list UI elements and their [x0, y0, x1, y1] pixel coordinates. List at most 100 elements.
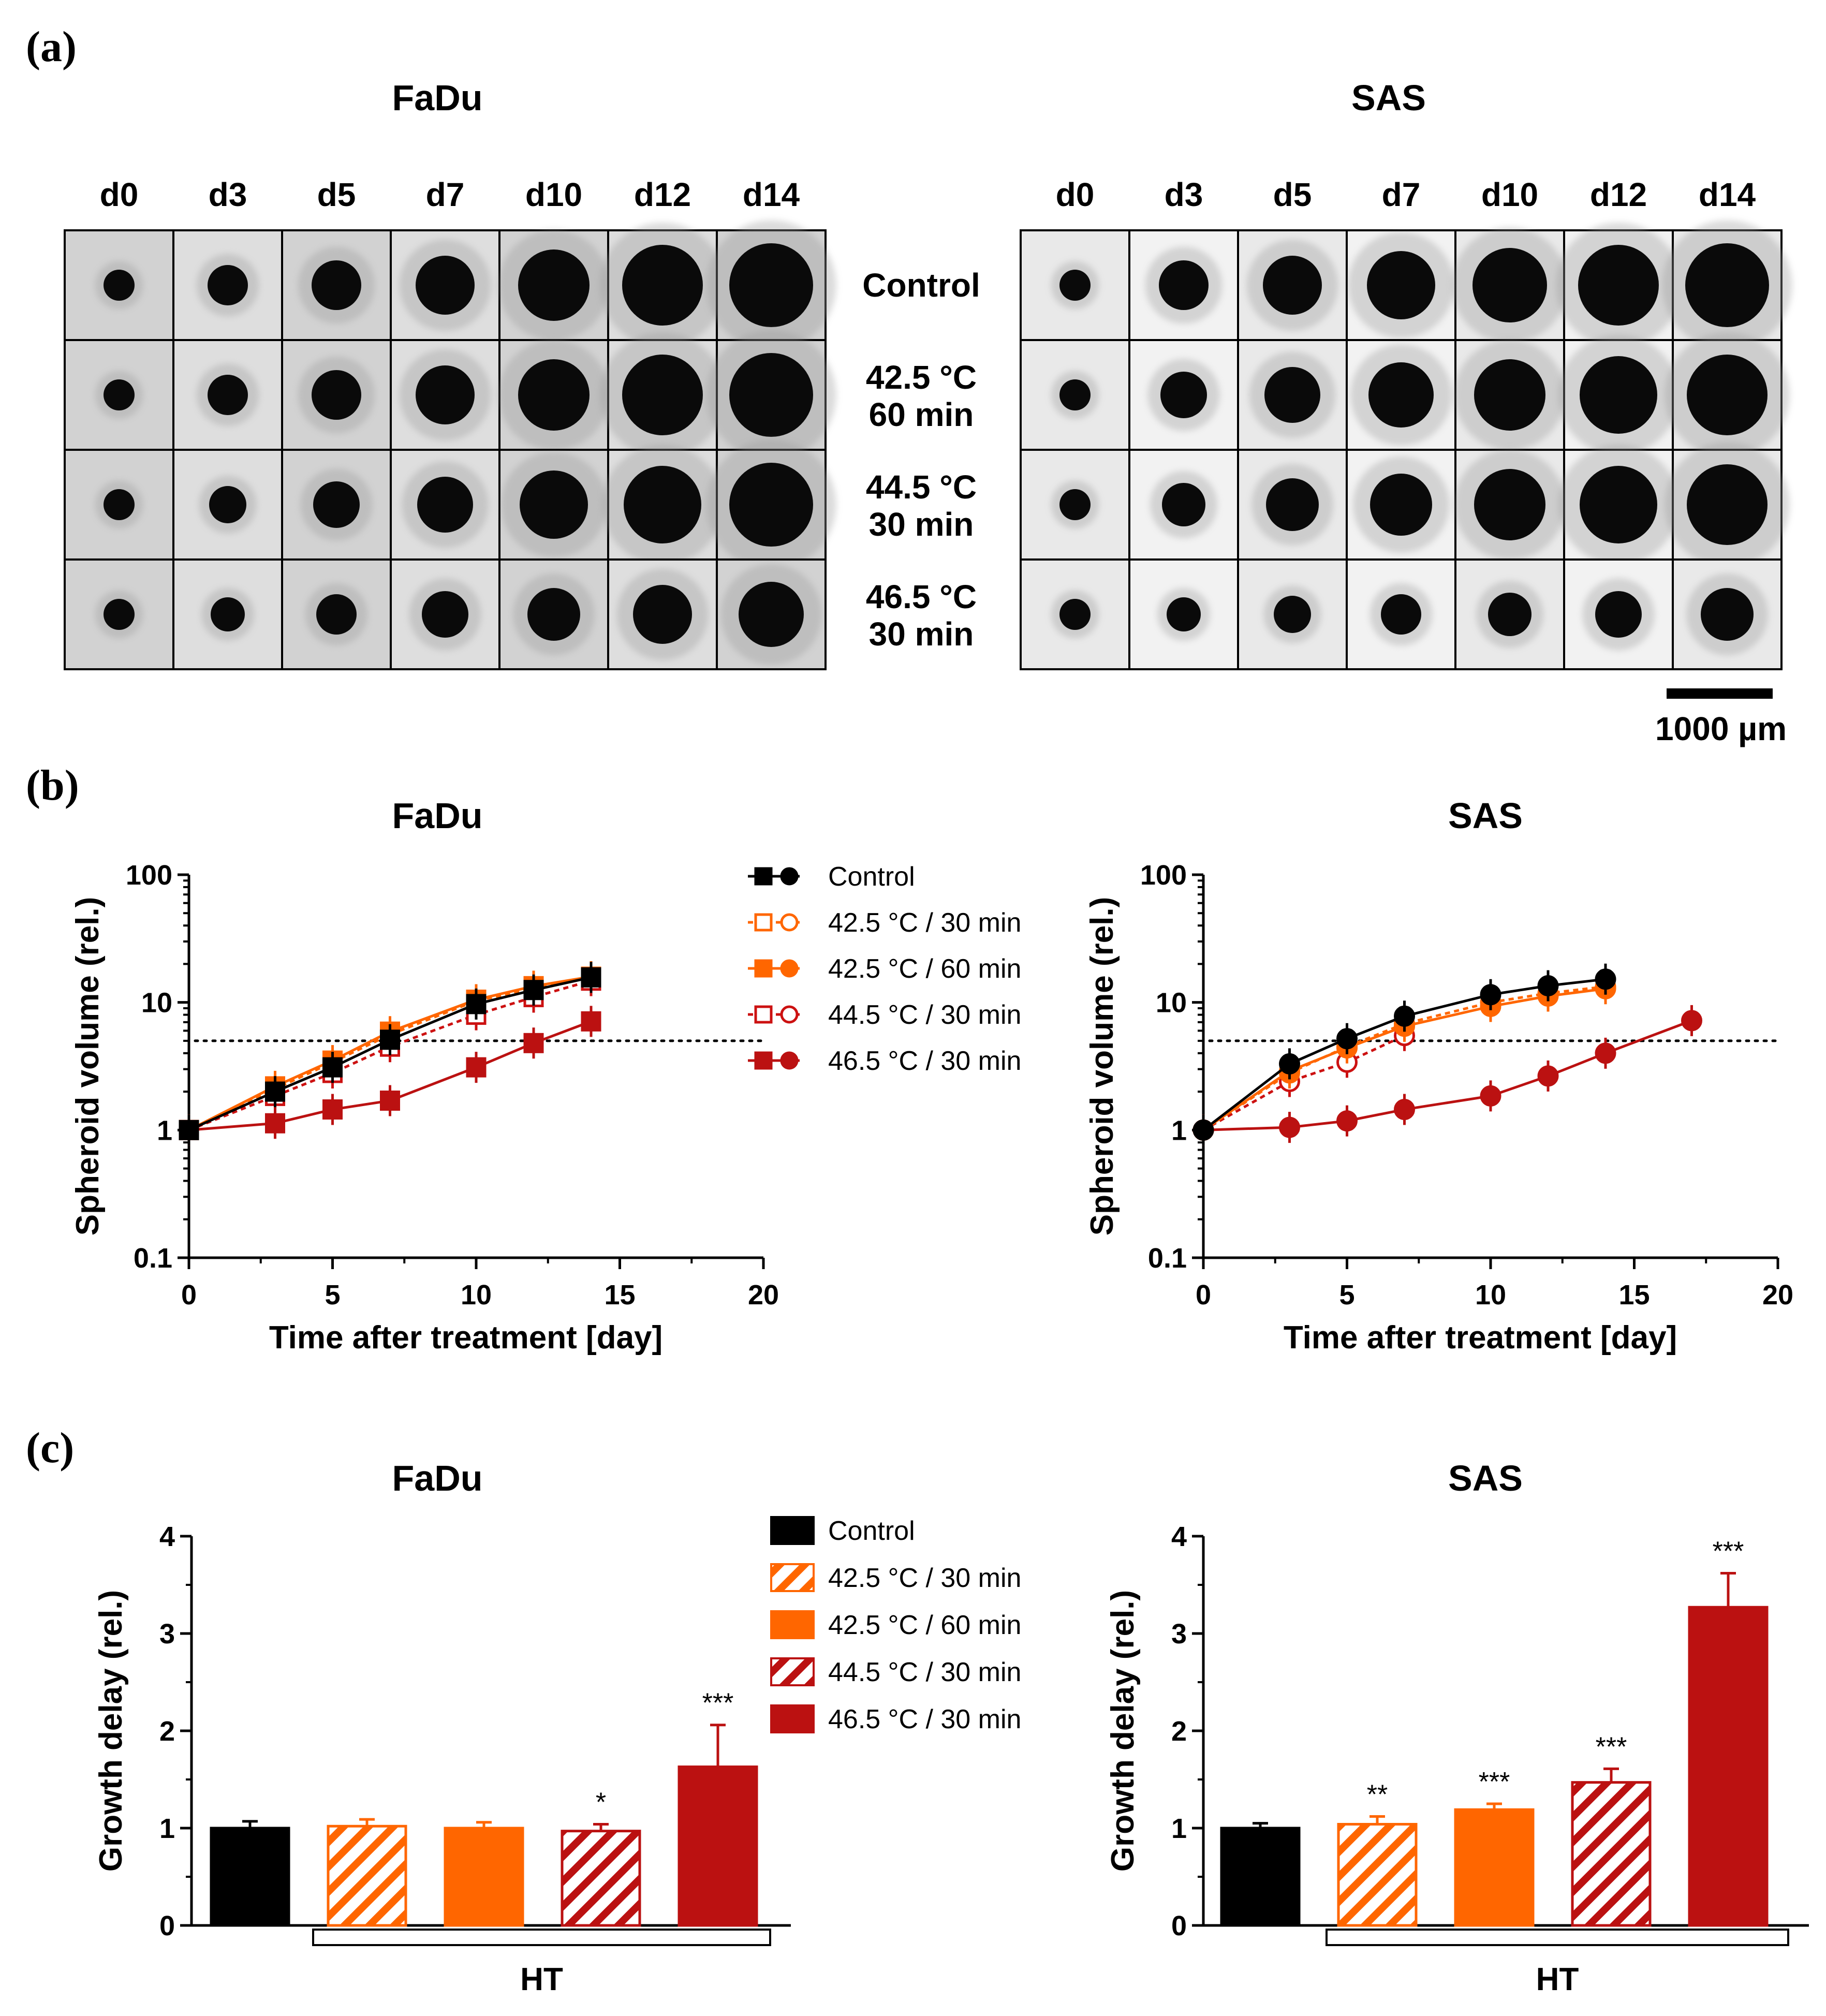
spheroid-image-fadu-r0-c5: [600, 223, 725, 348]
day-label-d3: d3: [209, 176, 247, 213]
data-point: [322, 1099, 343, 1120]
spheroid-image-fadu-r2-c1: [172, 449, 283, 561]
legend-circle-marker: [780, 959, 799, 978]
data-point: [1681, 1010, 1702, 1032]
data-point: [1537, 1065, 1559, 1087]
significance-marker: ***: [1479, 1767, 1510, 1797]
spheroid-image-fadu-r1-c0: [64, 339, 174, 451]
y-tick-label: 2: [1171, 1716, 1187, 1747]
data-point: [466, 1057, 487, 1078]
day-label-d3: d3: [1165, 176, 1203, 213]
spheroid-core: [1367, 251, 1435, 319]
spheroid-core: [1687, 464, 1768, 545]
spheroid-image-fadu-r0-c6: [706, 220, 836, 350]
spheroid-core: [208, 265, 248, 305]
y-tick-label: 3: [1171, 1618, 1187, 1650]
spheroid-image-fadu-r0-c3: [390, 229, 500, 341]
spheroid-core: [312, 370, 361, 420]
x-tick-label: 5: [325, 1279, 340, 1311]
spheroid-image-sas-r3-c4: [1454, 558, 1565, 670]
data-point: [523, 1033, 544, 1053]
spheroid-image-fadu-r0-c1: [172, 229, 283, 341]
bar-0: [210, 1827, 290, 1927]
spheroid-core: [1264, 367, 1320, 423]
data-point: [1279, 1116, 1300, 1138]
spheroid-image-fadu-r1-c5: [600, 332, 725, 458]
ht-bracket: [312, 1929, 771, 1946]
spheroid-image-fadu-r2-c6: [706, 439, 836, 570]
spheroid-image-sas-r3-c0: [1020, 558, 1130, 670]
spheroid-core: [312, 260, 361, 310]
spheroid-core: [729, 243, 813, 327]
spheroid-core: [1059, 379, 1091, 410]
spheroid-core: [1578, 245, 1659, 326]
scale-bar-label: 1000 µm: [1655, 710, 1787, 747]
images-title-sas: SAS: [1351, 78, 1426, 118]
spheroid-image-fadu-r1-c3: [390, 339, 500, 451]
y-axis-label: Spheroid volume (rel.): [70, 897, 106, 1236]
y-tick-label: 2: [159, 1716, 175, 1747]
day-label-d7: d7: [1382, 176, 1421, 213]
bar-4: [678, 1765, 758, 1927]
x-tick-label: 5: [1339, 1279, 1354, 1311]
spheroid-core: [739, 582, 804, 647]
y-tick-label: 10: [141, 988, 172, 1019]
x-tick-label: 0: [181, 1279, 197, 1311]
spheroid-image-fadu-r2-c5: [602, 444, 723, 565]
x-tick-label: 10: [461, 1279, 492, 1311]
significance-marker: **: [1367, 1779, 1388, 1809]
legend-label: 44.5 °C / 30 min: [828, 1000, 1021, 1030]
spheroid-core: [1162, 483, 1205, 526]
spheroid-image-fadu-r3-c2: [281, 558, 392, 670]
legend-label: 42.5 °C / 30 min: [828, 908, 1021, 938]
day-label-d12: d12: [1590, 176, 1647, 213]
spheroid-core: [1160, 372, 1207, 418]
spheroid-core: [1685, 243, 1769, 327]
legend-swatch: [770, 1563, 815, 1592]
spheroid-image-sas-r1-c4: [1454, 339, 1565, 451]
line-chart-title-sas: SAS: [1448, 796, 1523, 836]
legend-circle-marker: [780, 1051, 799, 1070]
y-tick-label: 3: [159, 1618, 175, 1650]
spheroid-image-sas-r3-c1: [1128, 558, 1239, 670]
spheroid-image-sas-r1-c3: [1346, 339, 1456, 451]
bar-0: [1220, 1827, 1301, 1927]
spheroid-core: [417, 477, 473, 533]
x-tick-label: 0: [1196, 1279, 1211, 1311]
spheroid-image-fadu-r1-c2: [281, 339, 392, 451]
data-point: [1394, 1005, 1415, 1027]
spheroid-image-sas-r1-c6: [1665, 332, 1790, 458]
spheroid-image-fadu-r2-c4: [498, 449, 609, 561]
day-label-d12: d12: [634, 176, 691, 213]
legend-label: 46.5 °C / 30 min: [828, 1704, 1021, 1734]
spheroid-core: [313, 481, 360, 528]
day-label-d0: d0: [1056, 176, 1095, 213]
spheroid-image-sas-r0-c0: [1020, 229, 1130, 341]
x-tick-label: 10: [1475, 1279, 1506, 1311]
data-point: [380, 1029, 400, 1050]
line-chart-sas: 0.1 1 10 100 0 5 10 15 20 Time after treatment [d…: [1084, 860, 1793, 1356]
day-label-d5: d5: [317, 176, 356, 213]
legend-square-marker: [754, 959, 773, 978]
x-axis-label: Time after treatment [day]: [1284, 1320, 1677, 1356]
data-point: [322, 1057, 343, 1078]
spheroid-image-sas-r1-c0: [1020, 339, 1130, 451]
spheroid-core: [518, 249, 590, 321]
line-chart-fadu: 0.1 1 10 100 0 5 10 15 20 Time after treatment [d…: [70, 860, 779, 1356]
data-point: [466, 994, 487, 1014]
y-tick-label: 1: [1171, 1813, 1187, 1844]
day-labels: d0 d3 d5 d7 d10 d12 d14 d0 d3 d5 d7 d10 d12 d14: [100, 176, 1756, 213]
significance-marker: ***: [702, 1688, 734, 1718]
spheroid-image-fadu-r1-c1: [172, 339, 283, 451]
panel-label-c: (c): [26, 1424, 74, 1472]
panel-label-a: (a): [26, 23, 77, 71]
spheroid-core: [104, 270, 135, 301]
spheroid-image-fadu-r2-c0: [64, 449, 174, 561]
data-point: [1595, 1042, 1616, 1064]
spheroid-core: [1059, 599, 1091, 630]
spheroid-image-fadu-r0-c0: [64, 229, 174, 341]
data-point: [1537, 975, 1559, 997]
y-tick-label: 100: [126, 860, 172, 891]
day-label-d7: d7: [426, 176, 465, 213]
